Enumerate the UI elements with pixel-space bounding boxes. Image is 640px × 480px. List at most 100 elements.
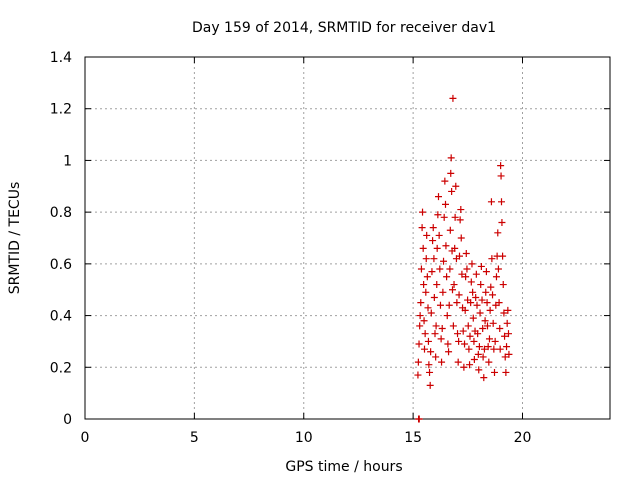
data-point xyxy=(427,348,435,356)
data-point xyxy=(477,281,485,289)
data-point xyxy=(461,340,469,348)
data-point xyxy=(420,281,428,289)
y-tick-label: 0 xyxy=(63,412,72,428)
data-point xyxy=(504,306,512,314)
data-point xyxy=(451,213,459,221)
data-point xyxy=(414,358,422,366)
data-point xyxy=(437,335,445,343)
data-point xyxy=(445,301,453,309)
data-point xyxy=(423,231,431,239)
data-point xyxy=(501,332,509,340)
data-point xyxy=(431,330,439,338)
data-points xyxy=(414,94,513,423)
data-point xyxy=(473,301,481,309)
data-point xyxy=(427,309,435,317)
data-point xyxy=(456,216,464,224)
data-point xyxy=(496,345,504,353)
data-point xyxy=(438,358,446,366)
x-tick-label: 20 xyxy=(514,430,532,446)
data-point xyxy=(467,299,475,307)
data-point xyxy=(428,268,436,276)
data-point xyxy=(488,255,496,263)
data-point xyxy=(449,286,456,294)
data-point xyxy=(442,242,450,250)
y-axis-label: SRMTID / TECUs xyxy=(7,182,23,295)
data-point xyxy=(468,260,476,268)
data-point xyxy=(495,299,503,307)
data-point xyxy=(442,200,449,208)
data-point xyxy=(429,237,437,245)
data-point xyxy=(433,244,441,252)
data-point xyxy=(447,154,455,162)
data-point xyxy=(503,343,511,351)
data-point xyxy=(440,257,448,265)
data-point xyxy=(487,283,495,291)
data-point xyxy=(459,327,467,335)
data-point xyxy=(430,255,438,263)
data-point xyxy=(454,358,462,366)
data-point xyxy=(415,415,423,423)
y-tick-label: 0.6 xyxy=(50,257,72,273)
data-point xyxy=(416,312,424,320)
data-point xyxy=(457,234,465,242)
data-point xyxy=(422,255,430,263)
data-point xyxy=(430,293,438,301)
data-point xyxy=(436,301,444,309)
data-point xyxy=(494,229,502,237)
data-point xyxy=(481,317,489,325)
data-point xyxy=(429,224,437,232)
data-point xyxy=(424,337,432,345)
data-point xyxy=(416,322,424,330)
data-point xyxy=(498,218,506,226)
data-point xyxy=(497,162,505,170)
data-point xyxy=(499,281,507,289)
data-point xyxy=(445,348,453,356)
grid-layer xyxy=(85,57,610,419)
data-point xyxy=(432,353,440,361)
data-point xyxy=(455,291,463,299)
data-point xyxy=(474,350,482,358)
data-point xyxy=(462,273,470,281)
x-tick-label: 15 xyxy=(404,430,422,446)
data-point xyxy=(417,299,425,307)
data-point xyxy=(480,345,488,353)
data-point xyxy=(464,322,472,330)
data-point xyxy=(414,371,422,379)
data-point xyxy=(465,345,473,353)
data-point xyxy=(436,265,444,273)
data-point xyxy=(426,368,434,376)
data-point xyxy=(501,353,509,361)
data-point xyxy=(425,361,433,369)
data-point xyxy=(505,350,513,358)
data-point xyxy=(456,252,463,260)
data-point xyxy=(457,206,465,214)
data-point xyxy=(439,288,447,296)
data-point xyxy=(443,312,451,320)
data-point xyxy=(444,340,452,348)
data-point xyxy=(454,330,462,338)
data-point xyxy=(472,293,480,301)
data-point xyxy=(467,278,475,286)
data-point xyxy=(494,265,502,273)
data-point xyxy=(452,182,460,190)
data-point xyxy=(482,288,490,296)
x-tick-label: 0 xyxy=(81,430,90,446)
data-point xyxy=(418,224,426,232)
chart-labels: Day 159 of 2014, SRMTID for receiver dav… xyxy=(7,20,496,475)
data-point xyxy=(474,330,482,338)
data-point xyxy=(496,325,504,332)
data-point xyxy=(484,343,492,351)
data-point xyxy=(446,265,454,273)
data-point xyxy=(466,361,474,369)
data-point xyxy=(420,317,428,325)
data-point xyxy=(502,368,510,376)
data-point xyxy=(422,288,430,296)
data-point xyxy=(485,358,493,366)
data-point xyxy=(461,306,469,314)
data-point xyxy=(491,368,498,376)
data-point xyxy=(441,177,449,185)
data-point xyxy=(484,322,491,330)
data-point xyxy=(475,343,483,351)
data-point xyxy=(421,345,428,353)
